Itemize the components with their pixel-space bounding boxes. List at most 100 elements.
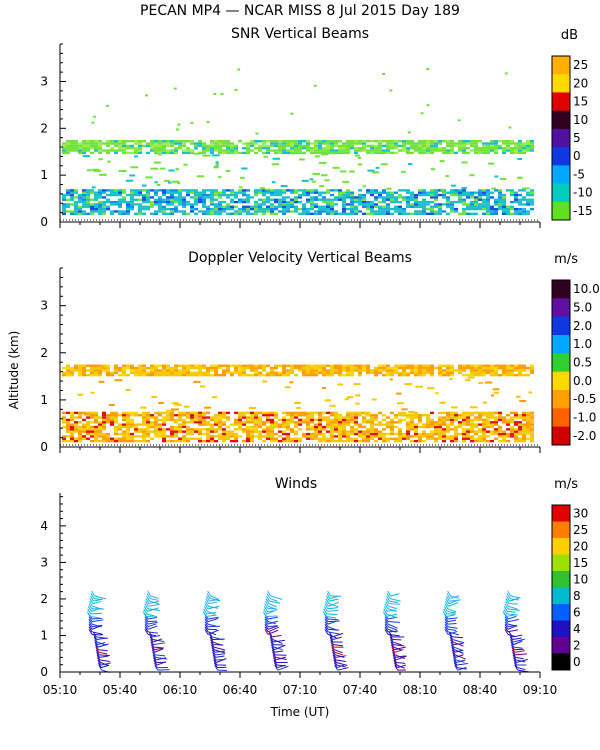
heatmap-cell (502, 207, 506, 211)
heatmap-cell (358, 198, 362, 201)
heatmap-cell (190, 149, 194, 152)
heatmap-cell (62, 421, 66, 424)
heatmap-cell (102, 210, 106, 213)
heatmap-cell (382, 369, 386, 372)
heatmap-cell (214, 423, 218, 426)
heatmap-cell (330, 371, 334, 374)
heatmap-cell (166, 140, 170, 143)
heatmap-cell (198, 411, 202, 415)
heatmap-cell (126, 151, 130, 155)
heatmap-cell (449, 378, 453, 381)
heatmap-cell (98, 205, 102, 208)
heatmap-cell (158, 369, 162, 372)
heatmap-cell (94, 418, 98, 422)
heatmap-cell (86, 430, 90, 433)
heatmap-cell (466, 196, 470, 199)
heatmap-cell (318, 151, 322, 155)
heatmap-cell (186, 191, 190, 194)
heatmap-cell (474, 416, 478, 419)
wind-barb-flag (324, 626, 329, 633)
wind-barb-flag (269, 634, 274, 640)
heatmap-cell (174, 207, 178, 211)
heatmap-cell (78, 207, 82, 211)
heatmap-cell (394, 198, 398, 201)
heatmap-cell (138, 371, 142, 374)
heatmap-cell (78, 147, 82, 150)
heatmap-cell (330, 435, 334, 438)
heatmap-cell (350, 366, 354, 370)
heatmap-cell (366, 414, 370, 417)
wind-barb (153, 642, 166, 646)
heatmap-cell (246, 198, 250, 201)
heatmap-cell (306, 207, 310, 211)
heatmap-cell (270, 439, 274, 443)
heatmap-cell (110, 203, 114, 206)
heatmap-cell (278, 430, 282, 433)
heatmap-cell (294, 140, 298, 143)
heatmap-cell (118, 198, 122, 201)
heatmap-cell (194, 144, 198, 148)
heatmap-cell (158, 151, 162, 155)
heatmap-cell (298, 418, 302, 422)
heatmap-cell (138, 212, 142, 215)
heatmap-cell (298, 142, 302, 145)
heatmap-cell (346, 142, 350, 145)
heatmap-cell (282, 369, 286, 372)
heatmap-cell (370, 425, 374, 429)
heatmap-cell (487, 411, 493, 414)
heatmap-cell (294, 439, 298, 443)
heatmap-cell (354, 418, 358, 422)
heatmap-cell (518, 147, 522, 150)
heatmap-cell (107, 160, 111, 163)
heatmap-cell (66, 140, 70, 143)
wind-barb-flag (444, 618, 449, 625)
heatmap-cell (202, 193, 206, 197)
y-tick-label: 0 (40, 440, 48, 454)
heatmap-cell (330, 212, 334, 215)
heatmap-cell (310, 366, 314, 370)
heatmap-cell (146, 196, 150, 199)
heatmap-cell (202, 439, 206, 443)
heatmap-cell (154, 423, 158, 426)
heatmap-cell (138, 147, 142, 150)
heatmap-cell (86, 147, 90, 150)
heatmap-cell (190, 364, 194, 367)
heatmap-cell (274, 193, 278, 197)
heatmap-cell (70, 439, 74, 443)
heatmap-cell (190, 418, 194, 422)
heatmap-cell (439, 160, 445, 163)
heatmap-cell (206, 366, 210, 370)
heatmap-cell (90, 210, 94, 213)
heatmap-cell (246, 142, 250, 145)
heatmap-cell (306, 435, 310, 438)
heatmap-cell (314, 155, 320, 158)
heatmap-cell (342, 196, 346, 199)
heatmap-cell (210, 423, 214, 426)
heatmap-cell (222, 193, 226, 197)
heatmap-cell (278, 149, 282, 152)
heatmap-cell (482, 414, 486, 417)
heatmap-cell (438, 364, 442, 367)
heatmap-cell (78, 414, 82, 417)
heatmap-cell (466, 142, 470, 145)
heatmap-cell (478, 428, 482, 431)
heatmap-cell (466, 373, 470, 377)
heatmap-cell (130, 423, 134, 426)
heatmap-cell (514, 366, 518, 370)
heatmap-cell (74, 439, 78, 443)
heatmap-cell (94, 198, 98, 201)
heatmap-cell (222, 416, 226, 419)
heatmap-cell (146, 432, 150, 436)
heatmap-cell (178, 369, 182, 372)
heatmap-cell (186, 432, 190, 436)
heatmap-cell (342, 147, 346, 150)
y-tick-label: 2 (40, 346, 48, 360)
heatmap-cell (246, 411, 250, 415)
heatmap-cell (222, 414, 226, 417)
heatmap-cell (190, 411, 194, 415)
heatmap-cell (370, 147, 374, 150)
heatmap-cell (430, 189, 434, 192)
heatmap-cell (526, 373, 530, 377)
wind-barb-flag (384, 626, 389, 633)
heatmap-cell (266, 198, 270, 201)
